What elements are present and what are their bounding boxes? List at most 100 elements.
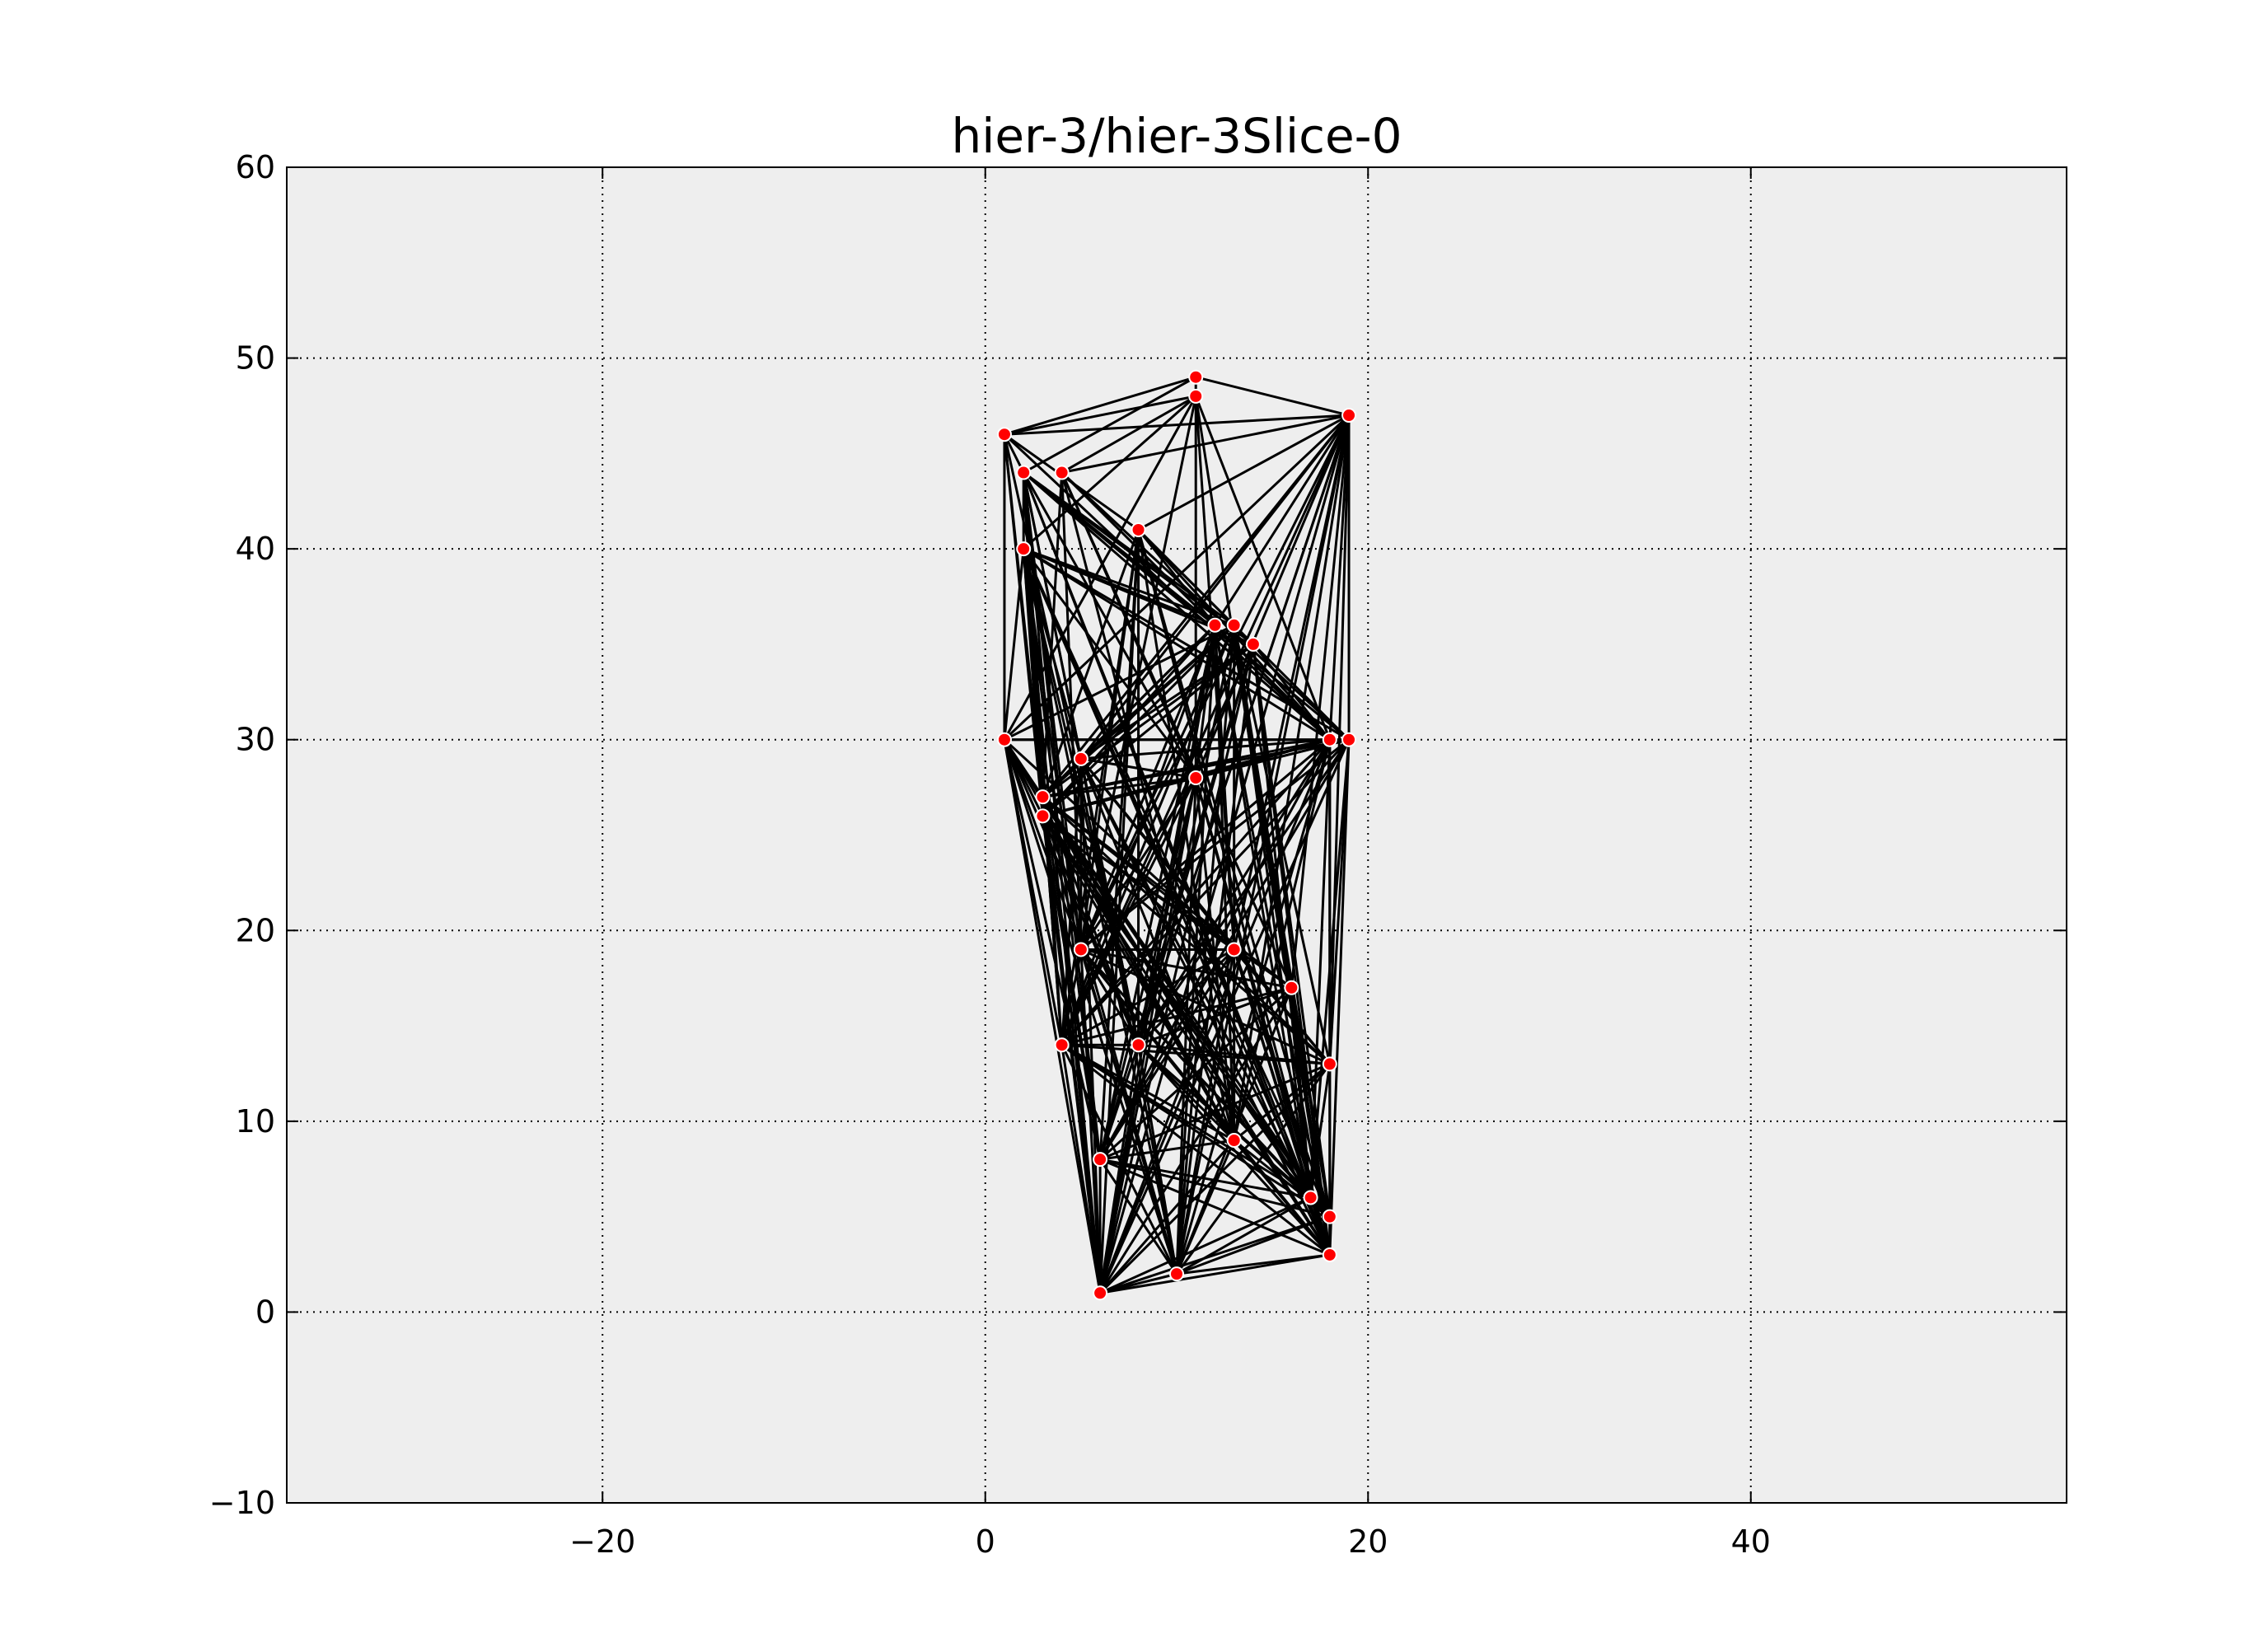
network-edge [1099,1158,1331,1257]
network-edge [1099,1063,1331,1294]
network-edge [1079,758,1312,1199]
network-edge [1079,949,1102,1294]
network-edge [1004,376,1196,436]
network-node [1341,732,1357,747]
network-edge [1042,624,1216,798]
network-edge [1138,986,1292,1046]
network-edge [1079,758,1102,1294]
network-edge [1099,1158,1311,1199]
network-edge [1041,816,1102,1294]
network-edge [1079,758,1178,1275]
network-edge [1328,739,1351,1065]
network-node [1322,732,1337,747]
network-edge [1023,547,1235,627]
network-edge [1060,1044,1331,1257]
network-edge [1042,796,1235,1141]
network-edge [1098,948,1235,1160]
network-edge [1042,643,1254,798]
network-edge [1023,547,1331,741]
network-edge [1290,414,1351,988]
network-edge [1003,548,1025,740]
network-node [1035,789,1051,805]
network-edge [1060,738,1351,1046]
network-edge [1003,434,1044,817]
network-edge [1099,1272,1177,1294]
network-edge [1003,739,1102,1294]
network-edge [1309,1197,1332,1256]
network-node [1016,541,1032,557]
network-node [1054,465,1070,480]
network-edge [1042,795,1293,989]
network-edge [1060,414,1351,1046]
network-node [1093,1285,1108,1301]
network-edge [1098,1140,1235,1294]
network-edge [1098,643,1255,1160]
chart-title: hier-3/hier-3Slice-0 [951,108,1402,164]
network-edge [1233,414,1351,1141]
network-edge [1042,815,1140,1046]
network-edge [1328,739,1351,1256]
network-edges [1003,376,1351,1294]
network-node [1322,1056,1337,1072]
network-edge [1042,796,1331,1065]
network-node [1169,1266,1184,1282]
network-edge [1004,395,1196,436]
network-node [1322,1209,1337,1224]
network-edge [1042,815,1332,1256]
network-edge [1175,1063,1332,1275]
network-node [1131,522,1146,537]
network-edge [1042,776,1196,798]
network-node [1341,408,1357,424]
network-node [1207,617,1223,633]
network-edge [1004,624,1235,742]
x-tick-label: −20 [569,1523,635,1560]
network-nodes [996,369,1357,1301]
network-node [1284,980,1299,995]
network-edge [1328,414,1351,740]
network-edge [1099,1196,1312,1294]
network-edge [1252,643,1331,741]
network-node [1322,1247,1337,1262]
network-edge [1098,643,1255,1294]
y-tick-label: −10 [209,1485,275,1521]
network-node [1073,751,1089,766]
network-edge [1195,738,1350,779]
x-tick-label: 0 [976,1523,995,1560]
network-node [996,427,1012,442]
network-edge [1061,1043,1330,1065]
network-edge [1003,739,1083,950]
network-edge [1233,625,1332,1065]
network-edge [1041,472,1064,798]
network-node [1226,617,1242,633]
network-node [1093,1152,1108,1168]
network-edge [1309,739,1351,1198]
y-tick-label: 40 [236,531,275,567]
network-edge [1004,414,1350,436]
network-edge [1099,1063,1331,1161]
network-edge [1079,777,1197,951]
network-edge [1137,529,1216,626]
network-edge [1060,948,1235,1046]
network-edge [1042,796,1332,1218]
network-node [1188,770,1204,786]
network-edge [1099,1215,1331,1294]
network-node [1054,1037,1070,1053]
network-edge [1042,529,1140,798]
network-edge [1137,1044,1178,1275]
network-node [1226,942,1242,957]
network-edge [1080,948,1331,1065]
network-node [1226,1133,1242,1149]
network-edge [1099,986,1293,1161]
network-node [1188,369,1204,385]
y-tick-label: 0 [255,1294,275,1330]
network-edge [1060,1043,1331,1218]
network-edge [1060,1044,1102,1294]
network-node [1245,636,1261,652]
network-edge [1098,625,1236,1294]
y-tick-label: 20 [236,912,275,948]
network-edge [1061,986,1292,1046]
network-edge [1061,414,1350,474]
network-node [1035,808,1051,824]
network-edge [1042,776,1196,817]
network-edge [1137,1044,1331,1218]
